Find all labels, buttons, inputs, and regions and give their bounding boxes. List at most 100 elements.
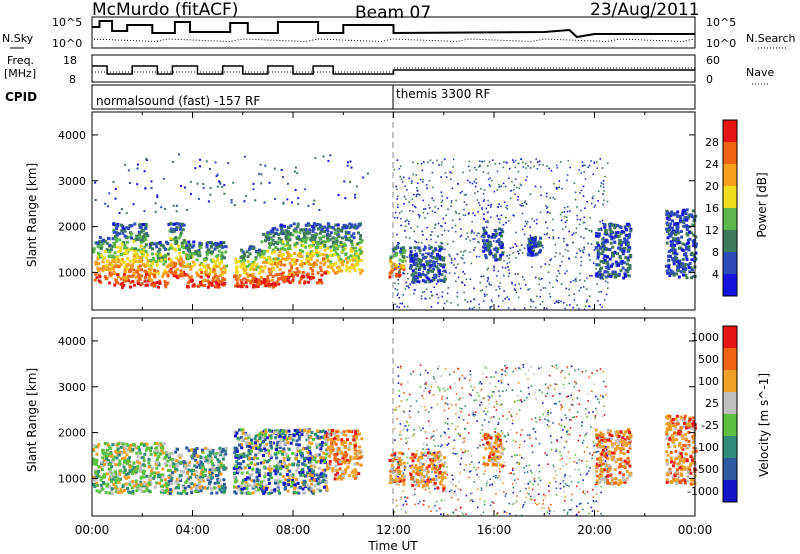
data-point — [250, 473, 254, 477]
data-point — [238, 428, 241, 432]
data-point — [462, 214, 465, 216]
data-point — [256, 479, 259, 483]
data-point — [282, 447, 286, 451]
data-point — [539, 278, 541, 281]
data-point — [273, 226, 277, 230]
data-point — [93, 444, 97, 448]
data-point — [539, 303, 542, 306]
data-point — [586, 301, 588, 303]
data-point — [355, 475, 359, 479]
data-point — [359, 251, 363, 255]
data-point — [429, 269, 433, 273]
data-point — [451, 219, 454, 222]
data-point — [308, 479, 312, 482]
data-point — [483, 213, 485, 215]
data-point — [124, 472, 128, 476]
data-point — [400, 224, 402, 227]
data-point — [288, 436, 292, 440]
data-point — [437, 272, 439, 274]
data-point — [395, 274, 398, 278]
data-point — [336, 227, 340, 231]
data-point — [575, 280, 577, 283]
data-point — [255, 447, 259, 450]
nave-tick-bottom: 0 — [706, 73, 713, 86]
data-point — [267, 459, 271, 463]
data-point — [182, 273, 186, 277]
data-point — [128, 260, 132, 263]
data-point — [213, 247, 217, 251]
data-point — [409, 246, 411, 249]
data-point — [613, 272, 617, 276]
data-point — [667, 267, 671, 271]
data-point — [346, 237, 350, 241]
data-point — [414, 271, 418, 275]
data-point — [166, 252, 170, 256]
data-point — [581, 161, 584, 163]
data-point — [681, 219, 685, 223]
data-point — [156, 253, 160, 257]
data-point — [326, 239, 330, 243]
data-point — [258, 271, 262, 275]
data-point — [599, 220, 601, 223]
data-point — [319, 269, 323, 273]
data-point — [588, 229, 590, 232]
data-point — [566, 270, 568, 272]
data-point — [111, 443, 115, 447]
data-point — [341, 263, 345, 267]
data-point — [546, 192, 548, 195]
data-point — [262, 252, 266, 256]
data-point — [694, 235, 698, 239]
data-point — [488, 237, 490, 239]
data-point — [605, 293, 608, 296]
data-point — [397, 283, 400, 285]
data-point — [94, 199, 97, 201]
data-point — [545, 195, 548, 198]
data-point — [240, 262, 244, 266]
data-point — [342, 223, 346, 227]
data-point — [139, 256, 143, 260]
data-point — [602, 261, 606, 264]
freq-tick-bottom: 8 — [69, 73, 76, 86]
data-point — [269, 229, 273, 233]
data-point — [434, 275, 438, 279]
data-point — [163, 280, 167, 284]
data-point — [196, 252, 200, 256]
data-point — [140, 268, 143, 272]
data-point — [395, 252, 399, 256]
colorbar-tick-label: 16 — [705, 202, 719, 215]
data-point — [606, 281, 609, 284]
data-point — [263, 490, 267, 494]
data-point — [284, 478, 288, 482]
data-point — [246, 491, 250, 495]
data-point — [498, 231, 502, 235]
data-point — [419, 280, 421, 283]
data-point — [313, 484, 317, 488]
data-point — [603, 190, 605, 192]
data-point — [345, 268, 349, 272]
data-point — [259, 265, 263, 269]
data-point — [405, 198, 407, 200]
data-point — [336, 477, 340, 481]
data-point — [203, 486, 207, 490]
data-point — [450, 257, 453, 260]
data-point — [144, 187, 147, 190]
data-point — [485, 245, 488, 248]
data-point — [580, 236, 582, 238]
data-point — [257, 446, 260, 450]
data-point — [242, 267, 246, 271]
data-point — [349, 254, 353, 258]
data-point — [298, 231, 302, 235]
data-point — [104, 451, 108, 455]
data-point — [487, 278, 489, 280]
data-point — [138, 451, 142, 455]
data-point — [280, 252, 284, 256]
data-point — [322, 239, 326, 243]
data-point — [626, 266, 630, 270]
data-point — [418, 282, 421, 284]
data-point — [602, 180, 605, 182]
data-point — [592, 173, 595, 175]
data-point — [154, 210, 157, 213]
data-point — [601, 237, 605, 241]
data-point — [521, 202, 524, 205]
data-point — [512, 189, 515, 191]
